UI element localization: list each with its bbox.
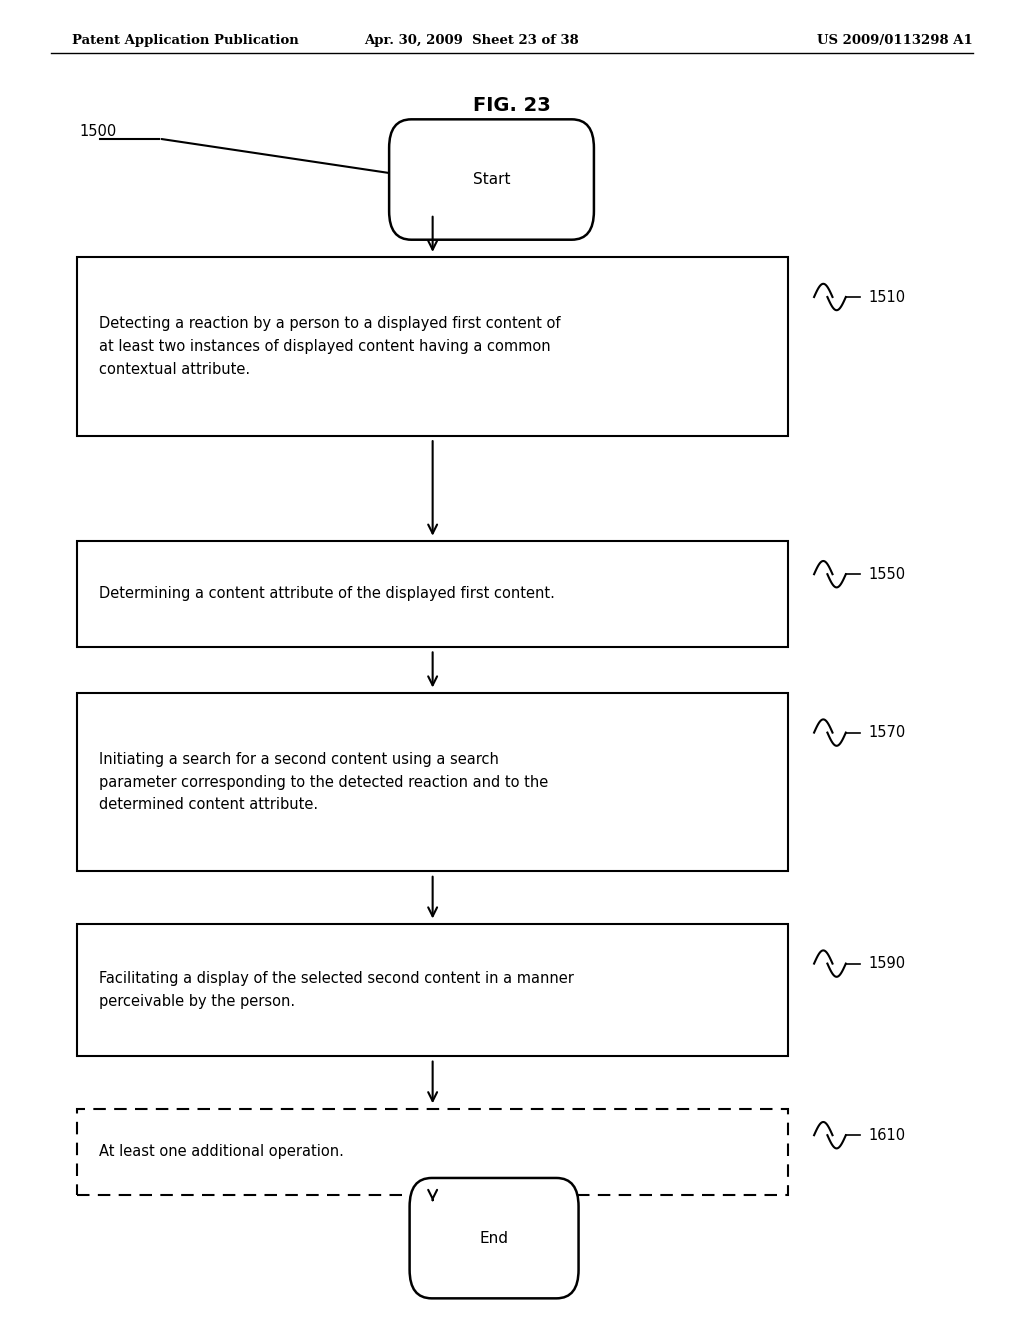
Bar [77, 1109, 788, 1195]
Text: 1500: 1500 [80, 124, 117, 140]
Text: FIG. 23: FIG. 23 [473, 96, 551, 115]
Text: 1570: 1570 [868, 725, 905, 741]
Text: Determining a content attribute of the displayed first content.: Determining a content attribute of the d… [99, 586, 555, 602]
Bar [77, 541, 788, 647]
Bar [77, 693, 788, 871]
Text: 1590: 1590 [868, 956, 905, 972]
FancyBboxPatch shape [410, 1177, 579, 1299]
Text: 1510: 1510 [868, 289, 905, 305]
Text: Initiating a search for a second content using a search
parameter corresponding : Initiating a search for a second content… [99, 752, 549, 812]
Text: 1550: 1550 [868, 566, 905, 582]
Text: Apr. 30, 2009  Sheet 23 of 38: Apr. 30, 2009 Sheet 23 of 38 [364, 34, 579, 48]
Text: US 2009/0113298 A1: US 2009/0113298 A1 [817, 34, 973, 48]
Text: 1610: 1610 [868, 1127, 905, 1143]
Bar [77, 257, 788, 436]
Text: Start: Start [473, 172, 510, 187]
Bar [77, 924, 788, 1056]
FancyBboxPatch shape [389, 119, 594, 240]
Text: Detecting a reaction by a person to a displayed first content of
at least two in: Detecting a reaction by a person to a di… [99, 317, 561, 376]
Text: At least one additional operation.: At least one additional operation. [99, 1144, 344, 1159]
Text: End: End [479, 1230, 509, 1246]
Text: Patent Application Publication: Patent Application Publication [72, 34, 298, 48]
Text: Facilitating a display of the selected second content in a manner
perceivable by: Facilitating a display of the selected s… [99, 972, 574, 1008]
